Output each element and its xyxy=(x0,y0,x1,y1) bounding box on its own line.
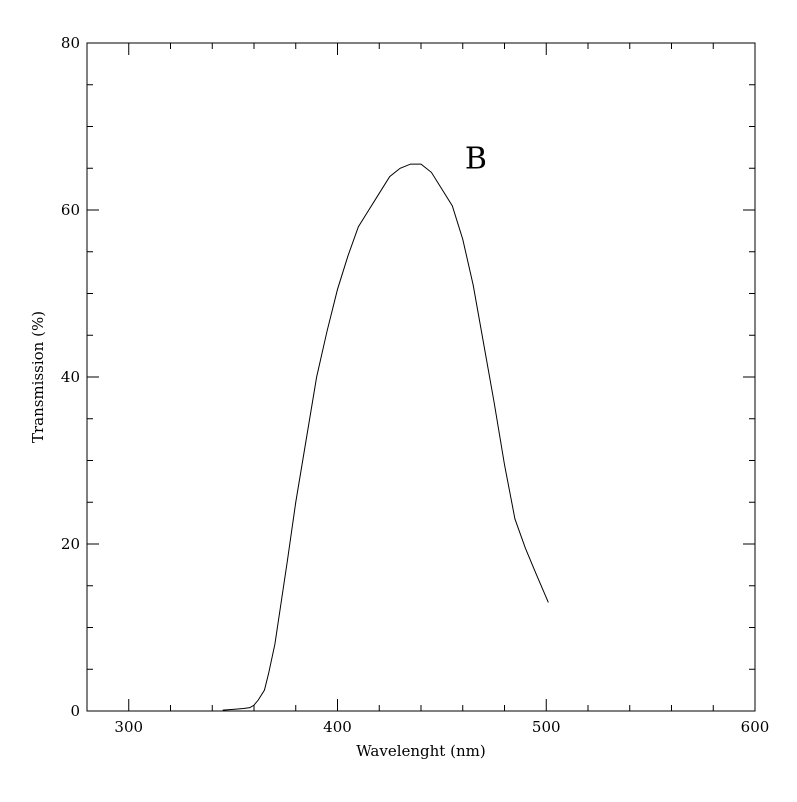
y-tick-label: 20 xyxy=(61,535,80,553)
y-tick-label: 80 xyxy=(61,34,80,52)
y-axis-title: Transmission (%) xyxy=(29,311,47,443)
ticks-layer xyxy=(87,42,756,712)
tick-labels-layer: 300 400 500 600 0 20 40 60 80 xyxy=(61,34,769,736)
x-axis-title: Wavelenght (nm) xyxy=(356,742,485,760)
x-tick-label: 600 xyxy=(741,718,770,736)
y-tick-label: 0 xyxy=(70,702,80,720)
x-tick-label: 300 xyxy=(114,718,143,736)
plot-frame xyxy=(86,42,756,712)
filter-annotation-label: B xyxy=(465,141,487,176)
y-tick-label: 40 xyxy=(61,368,80,386)
x-tick-label: 400 xyxy=(323,718,352,736)
y-tick-label: 60 xyxy=(61,201,80,219)
transmission-curve xyxy=(222,163,549,711)
x-tick-label: 500 xyxy=(532,718,561,736)
